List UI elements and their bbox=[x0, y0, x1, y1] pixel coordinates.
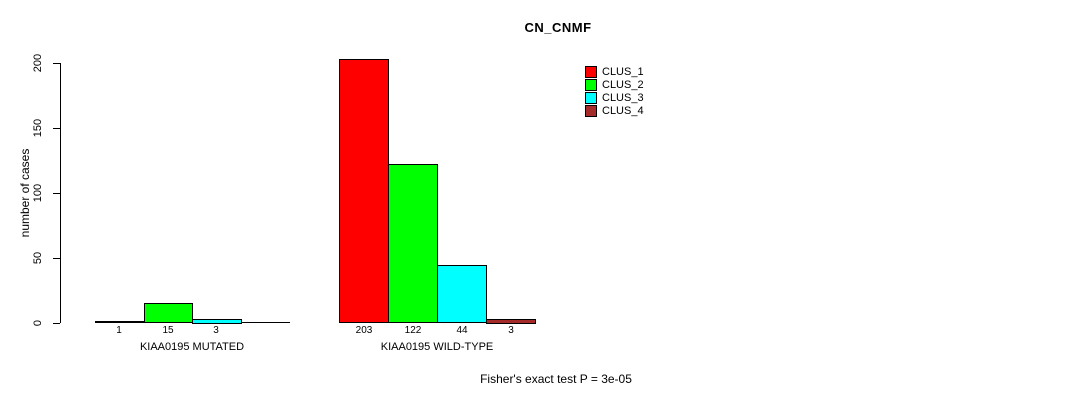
bar-clus_1 bbox=[95, 321, 145, 323]
bar-clus_3 bbox=[437, 265, 487, 323]
bar-clus_4-zero bbox=[240, 322, 290, 323]
bar-value-label: 203 bbox=[355, 325, 373, 336]
bar-value-label: 44 bbox=[456, 325, 468, 336]
bar-clus_1 bbox=[339, 59, 389, 323]
legend-label: CLUS_3 bbox=[602, 92, 644, 104]
bar-clus_3 bbox=[192, 319, 242, 324]
legend-label: CLUS_1 bbox=[602, 66, 644, 78]
bar-value-label: 15 bbox=[162, 325, 174, 336]
legend-swatch bbox=[585, 92, 597, 104]
bar-value-label: 1 bbox=[116, 325, 122, 336]
y-tick-label: 200 bbox=[32, 53, 44, 73]
y-tick-mark bbox=[53, 258, 60, 259]
legend-label: CLUS_2 bbox=[602, 79, 644, 91]
legend-swatch bbox=[585, 79, 597, 91]
y-tick-mark bbox=[53, 128, 60, 129]
bar-clus_2 bbox=[388, 164, 438, 323]
legend-item: CLUS_1 bbox=[585, 66, 644, 78]
legend-swatch bbox=[585, 66, 597, 78]
bar-value-label: 122 bbox=[404, 325, 422, 336]
legend: CLUS_1 CLUS_2 CLUS_3 CLUS_4 bbox=[585, 66, 644, 118]
bar-clus_2 bbox=[143, 303, 193, 323]
y-tick-label: 0 bbox=[32, 319, 44, 327]
y-tick-label: 50 bbox=[32, 251, 44, 265]
y-tick-label: 150 bbox=[32, 118, 44, 138]
y-tick-label: 100 bbox=[32, 183, 44, 203]
legend-label: CLUS_4 bbox=[602, 105, 644, 117]
legend-item: CLUS_2 bbox=[585, 79, 644, 91]
x-category-label: KIAA0195 MUTATED bbox=[139, 341, 245, 353]
legend-swatch bbox=[585, 105, 597, 117]
y-axis-line bbox=[60, 63, 61, 323]
y-tick-mark bbox=[53, 323, 60, 324]
legend-item: CLUS_3 bbox=[585, 92, 644, 104]
chart-title: CN_CNMF bbox=[524, 20, 592, 35]
x-category-label: KIAA0195 WILD-TYPE bbox=[380, 341, 494, 353]
bar-clus_4 bbox=[486, 319, 536, 324]
bar-value-label: 3 bbox=[508, 325, 514, 336]
y-tick-mark bbox=[53, 193, 60, 194]
footnote-text: Fisher's exact test P = 3e-05 bbox=[480, 372, 632, 386]
bar-value-label: 3 bbox=[213, 325, 219, 336]
legend-item: CLUS_4 bbox=[585, 105, 644, 117]
y-tick-mark bbox=[53, 63, 60, 64]
